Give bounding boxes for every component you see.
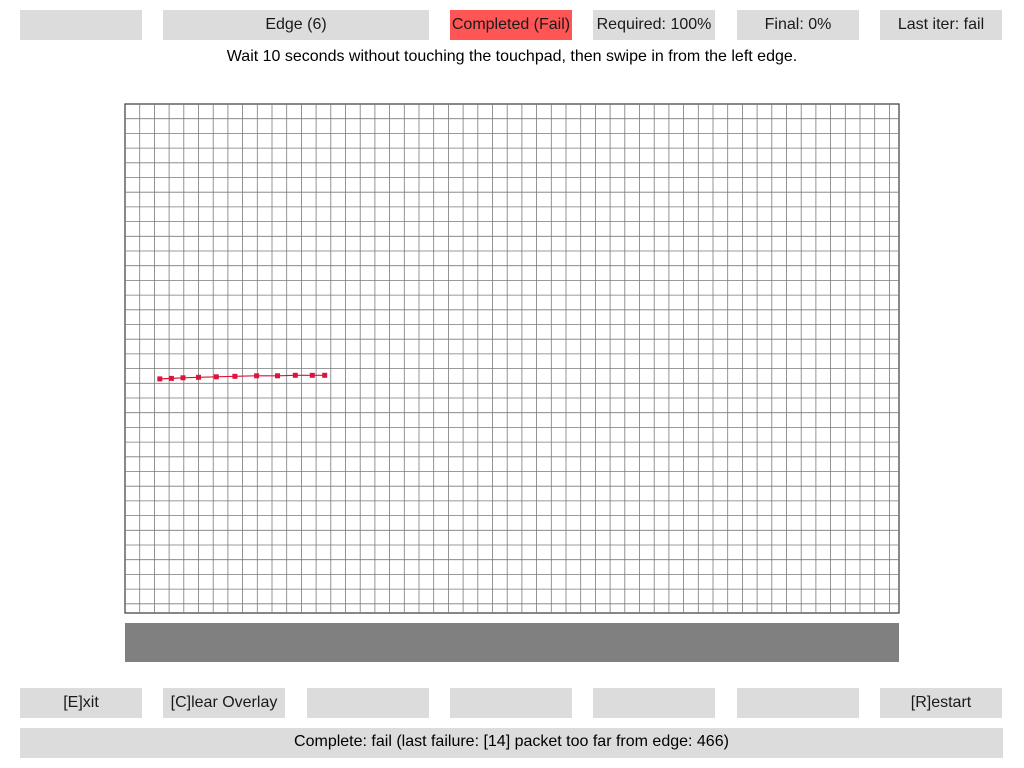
top-slot-blank-1 [20, 10, 142, 40]
grid-border [124, 103, 900, 614]
trace-point [232, 373, 238, 379]
exit-button[interactable]: [E]xit [20, 688, 142, 718]
bottom-slot-blank-1 [307, 688, 429, 718]
gray-progress-bar [125, 623, 899, 662]
bottom-slot-blank-2 [450, 688, 572, 718]
trace-point [213, 374, 219, 380]
trace-point [180, 375, 186, 381]
bottom-slot-blank-3 [593, 688, 715, 718]
trace-point [196, 374, 201, 380]
instruction-text: Wait 10 seconds without touching the tou… [226, 48, 798, 65]
touchpad-grid [124, 103, 900, 614]
completed-status-badge: Completed (Fail) [450, 10, 572, 40]
trace-point [254, 373, 260, 379]
last-iter-label: Last iter: fail [880, 10, 1002, 40]
trace-point [157, 376, 163, 382]
clear-overlay-button[interactable]: [C]lear Overlay [163, 688, 285, 718]
trace-point [275, 373, 280, 379]
touch-trace [157, 372, 328, 382]
status-message: Complete: fail (last failure: [14] packe… [20, 728, 1003, 758]
restart-button[interactable]: [R]estart [880, 688, 1002, 718]
grid-lines [125, 104, 899, 613]
trace-point [168, 375, 174, 381]
final-label: Final: 0% [737, 10, 859, 40]
trace-point [292, 372, 298, 378]
required-label: Required: 100% [593, 10, 715, 40]
trace-point [322, 372, 328, 378]
bottom-slot-blank-4 [737, 688, 859, 718]
test-name-label: Edge (6) [163, 10, 429, 40]
trace-point [309, 372, 315, 378]
